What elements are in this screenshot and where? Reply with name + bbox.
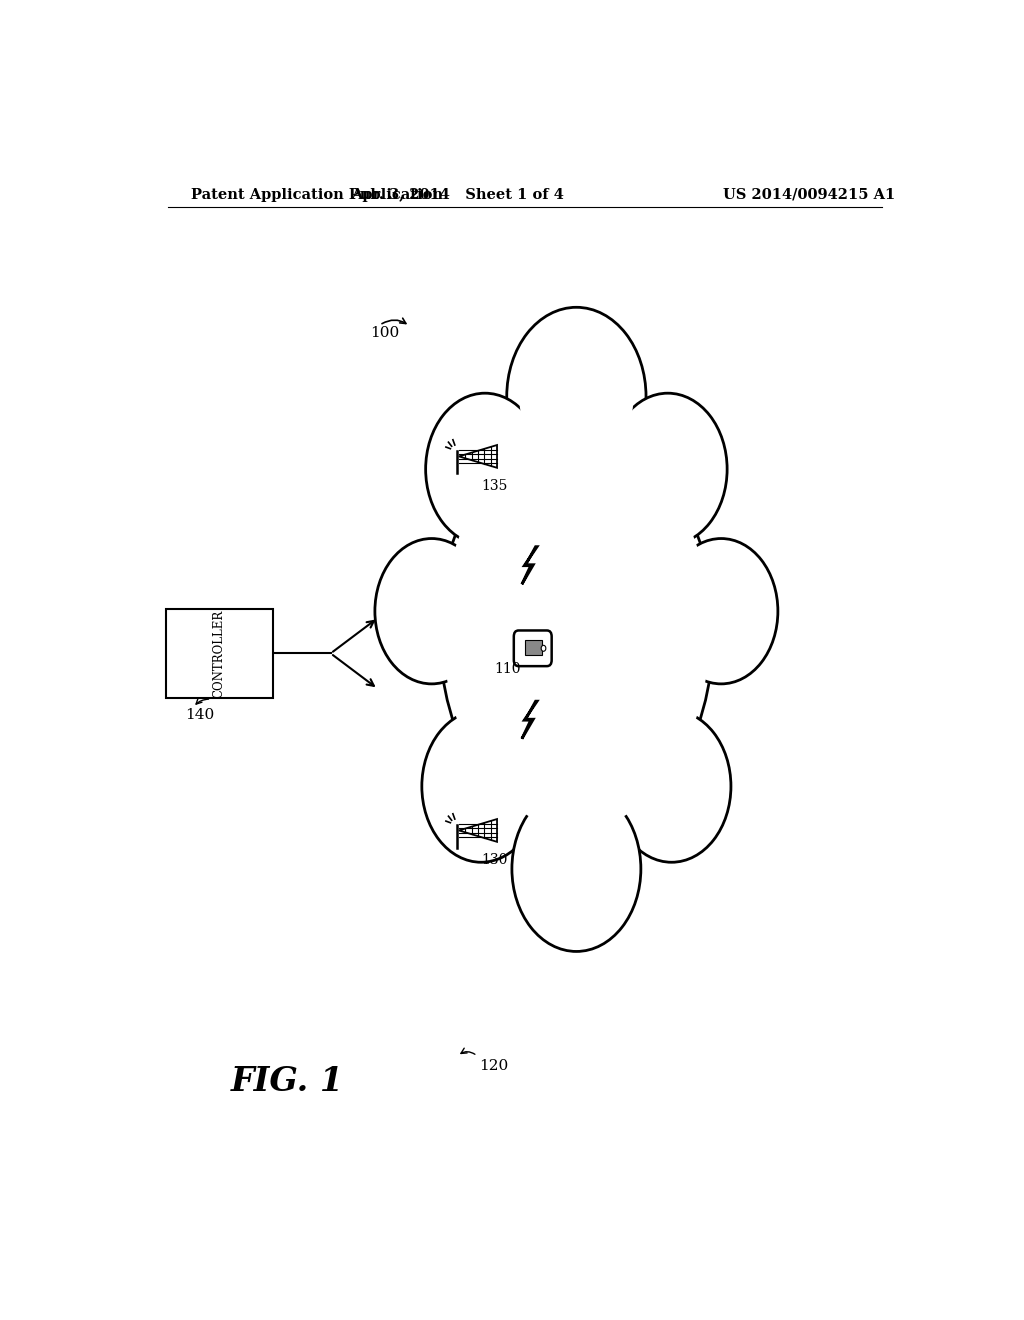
Bar	[166, 609, 272, 698]
FancyBboxPatch shape	[514, 631, 552, 667]
Ellipse shape	[439, 426, 714, 836]
Circle shape	[665, 539, 778, 684]
Text: Patent Application Publication: Patent Application Publication	[191, 187, 443, 202]
Circle shape	[623, 723, 720, 849]
Circle shape	[426, 393, 545, 545]
Circle shape	[512, 787, 641, 952]
Circle shape	[375, 539, 488, 684]
Text: CONTROLLER: CONTROLLER	[213, 610, 225, 697]
Text: 135: 135	[481, 479, 508, 492]
Circle shape	[385, 552, 478, 671]
Circle shape	[675, 552, 768, 671]
Circle shape	[612, 710, 731, 862]
Text: 130: 130	[481, 853, 508, 867]
Circle shape	[523, 801, 630, 937]
Circle shape	[436, 407, 534, 532]
Circle shape	[422, 710, 541, 862]
Circle shape	[620, 407, 717, 532]
Circle shape	[608, 393, 727, 545]
Text: 100: 100	[370, 326, 399, 341]
Text: 140: 140	[185, 709, 214, 722]
Text: US 2014/0094215 A1: US 2014/0094215 A1	[723, 187, 895, 202]
Circle shape	[541, 645, 546, 651]
Text: Apr. 3, 2014   Sheet 1 of 4: Apr. 3, 2014 Sheet 1 of 4	[351, 187, 564, 202]
Circle shape	[519, 323, 634, 470]
Ellipse shape	[443, 433, 710, 829]
Text: FIG. 1: FIG. 1	[231, 1065, 344, 1098]
Text: 110: 110	[495, 661, 521, 676]
Circle shape	[432, 723, 529, 849]
Circle shape	[507, 308, 646, 486]
Text: 120: 120	[479, 1059, 508, 1073]
Bar	[525, 640, 542, 655]
